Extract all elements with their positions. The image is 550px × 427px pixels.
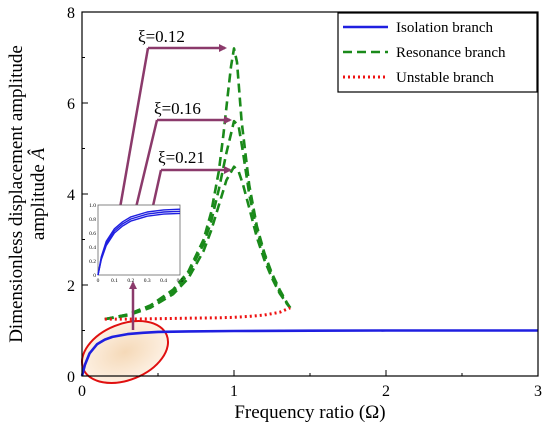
inset-y-tick-label: 0.8 (89, 217, 96, 223)
y-tick-label: 2 (67, 278, 75, 295)
inset-y-tick-label: 0.4 (89, 245, 96, 251)
legend-label-resonance: Resonance branch (396, 45, 506, 61)
y-axis-label: Dimensionless displacement amplitude (6, 45, 27, 343)
annotation-xi-016: ξ=0.16 (154, 99, 201, 118)
x-axis-label: Frequency ratio (Ω) (234, 402, 385, 423)
legend-label-unstable: Unstable branch (396, 70, 494, 86)
zoom-highlight-ellipse (80, 320, 170, 384)
y-tick-label: 8 (67, 5, 75, 22)
annotation-arrows (114, 44, 232, 330)
y-tick-label: 0 (67, 369, 75, 386)
x-tick-label: 1 (230, 383, 238, 400)
inset-curve-3 (97, 208, 181, 276)
inset-chart: 0 0.1 0.2 0.3 0.4 0.5 0 0.2 0.4 0.6 0.8 1.0 (89, 203, 184, 284)
x-tick-label: 0 (78, 383, 86, 400)
arrow-xi-016-down (130, 119, 159, 222)
inset-x-tick-label: 0.1 (111, 278, 118, 284)
inset-y-tick-label: 0.6 (89, 231, 96, 237)
inset-x-tick-label: 0.2 (127, 278, 134, 284)
inset-y-tick-label: 1.0 (89, 203, 96, 209)
x-tick-label: 2 (382, 383, 390, 400)
inset-x-tick-label: 0.4 (160, 278, 167, 284)
resonance-curve-2 (104, 119, 292, 321)
isolation-curve (80, 329, 538, 377)
inset-x-tick-label: 0.5 (177, 278, 184, 284)
inset-x-tick-label: 0.3 (144, 278, 151, 284)
series-layer (80, 47, 538, 377)
annotation-xi-012: ξ=0.12 (138, 27, 185, 46)
y-tick-label: 6 (67, 96, 75, 113)
legend: Isolation branch Resonance branch Unstab… (337, 12, 538, 93)
annotation-xi-021: ξ=0.21 (158, 148, 205, 167)
y-axis-symbol: Â (27, 147, 49, 161)
y-axis-label-line2: amplitude Â (27, 147, 49, 240)
y-tick-label: 4 (67, 187, 75, 204)
inset-x-tick-label: 0 (97, 278, 100, 284)
inset-y-tick-label: 0 (93, 273, 96, 279)
legend-label-isolation: Isolation branch (396, 20, 494, 36)
x-tick-label: 3 (534, 383, 542, 400)
inset-y-tick-label: 0.2 (89, 259, 96, 265)
unstable-curve (104, 306, 291, 321)
arrow-xi-012-down (114, 47, 150, 227)
axis-ticks: 0 1 2 3 0 2 4 6 8 (67, 5, 542, 400)
inset-series-layer: 0 0.1 0.2 0.3 0.4 0.5 0 0.2 0.4 0.6 0.8 1.0 (89, 203, 184, 284)
resonance-curve-3 (104, 165, 292, 321)
